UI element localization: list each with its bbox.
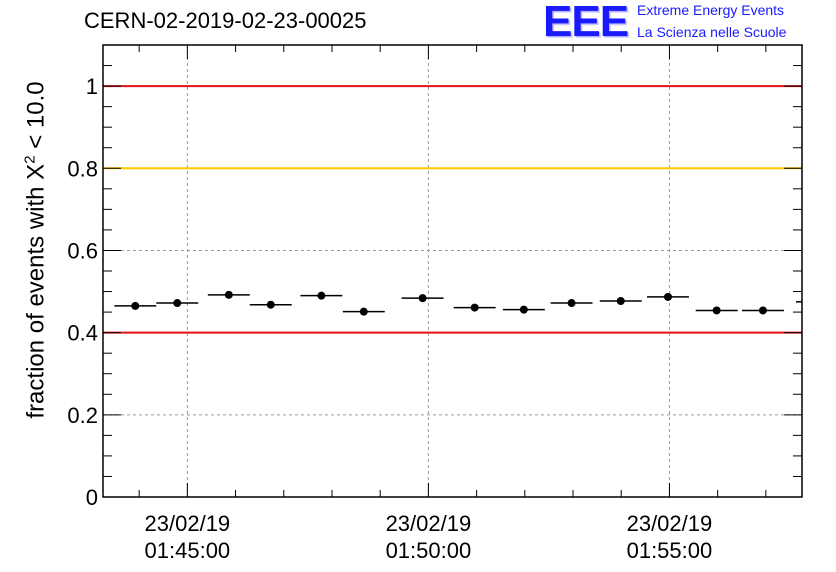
y-tick-label: 1: [86, 74, 98, 99]
data-point: [470, 303, 479, 312]
x-tick-time: 01:45:00: [144, 538, 231, 563]
y-tick-label: 0.6: [67, 238, 98, 263]
data-point: [663, 292, 672, 301]
y-tick-label: 0.2: [67, 403, 98, 428]
data-point: [519, 305, 528, 314]
x-tick-label: 23/02/19 01:50:00: [358, 510, 498, 564]
x-tick-date: 23/02/19: [626, 511, 713, 536]
data-point: [758, 306, 767, 315]
x-tick-time: 01:55:00: [626, 538, 713, 563]
data-point: [418, 294, 427, 303]
plot-frame: [102, 44, 803, 498]
run-title: CERN-02-2019-02-23-00025: [84, 8, 367, 33]
x-tick-date: 23/02/19: [144, 511, 231, 536]
data-point: [266, 300, 275, 309]
data-point: [224, 290, 233, 299]
x-tick-date: 23/02/19: [385, 511, 472, 536]
data-point: [616, 296, 625, 305]
logo-subtitle-2: La Scienza nelle Scuole: [637, 24, 787, 40]
data-point: [359, 307, 368, 316]
data-points: [114, 290, 802, 316]
data-point: [131, 301, 140, 310]
x-tick-time: 01:50:00: [385, 538, 472, 563]
logo-subtitle-1: Extreme Energy Events: [637, 2, 785, 18]
y-tick-label: 0: [86, 485, 98, 510]
data-point: [317, 291, 326, 300]
data-point: [712, 306, 721, 315]
data-point: [173, 299, 182, 308]
y-tick-label: 0.4: [67, 321, 98, 346]
x-tick-label: 23/02/19 01:45:00: [117, 510, 257, 564]
reference-lines: [103, 85, 802, 334]
data-point: [567, 299, 576, 308]
y-tick-label: 0.8: [67, 156, 98, 181]
axes: 0 0.2 0.4 0.6 0.8 1: [67, 44, 803, 510]
grid: [103, 45, 802, 497]
eee-logo: EEE: [543, 0, 629, 46]
x-tick-label: 23/02/19 01:55:00: [599, 510, 739, 564]
y-axis-label: fraction of events with X2 < 10.0: [21, 81, 50, 419]
